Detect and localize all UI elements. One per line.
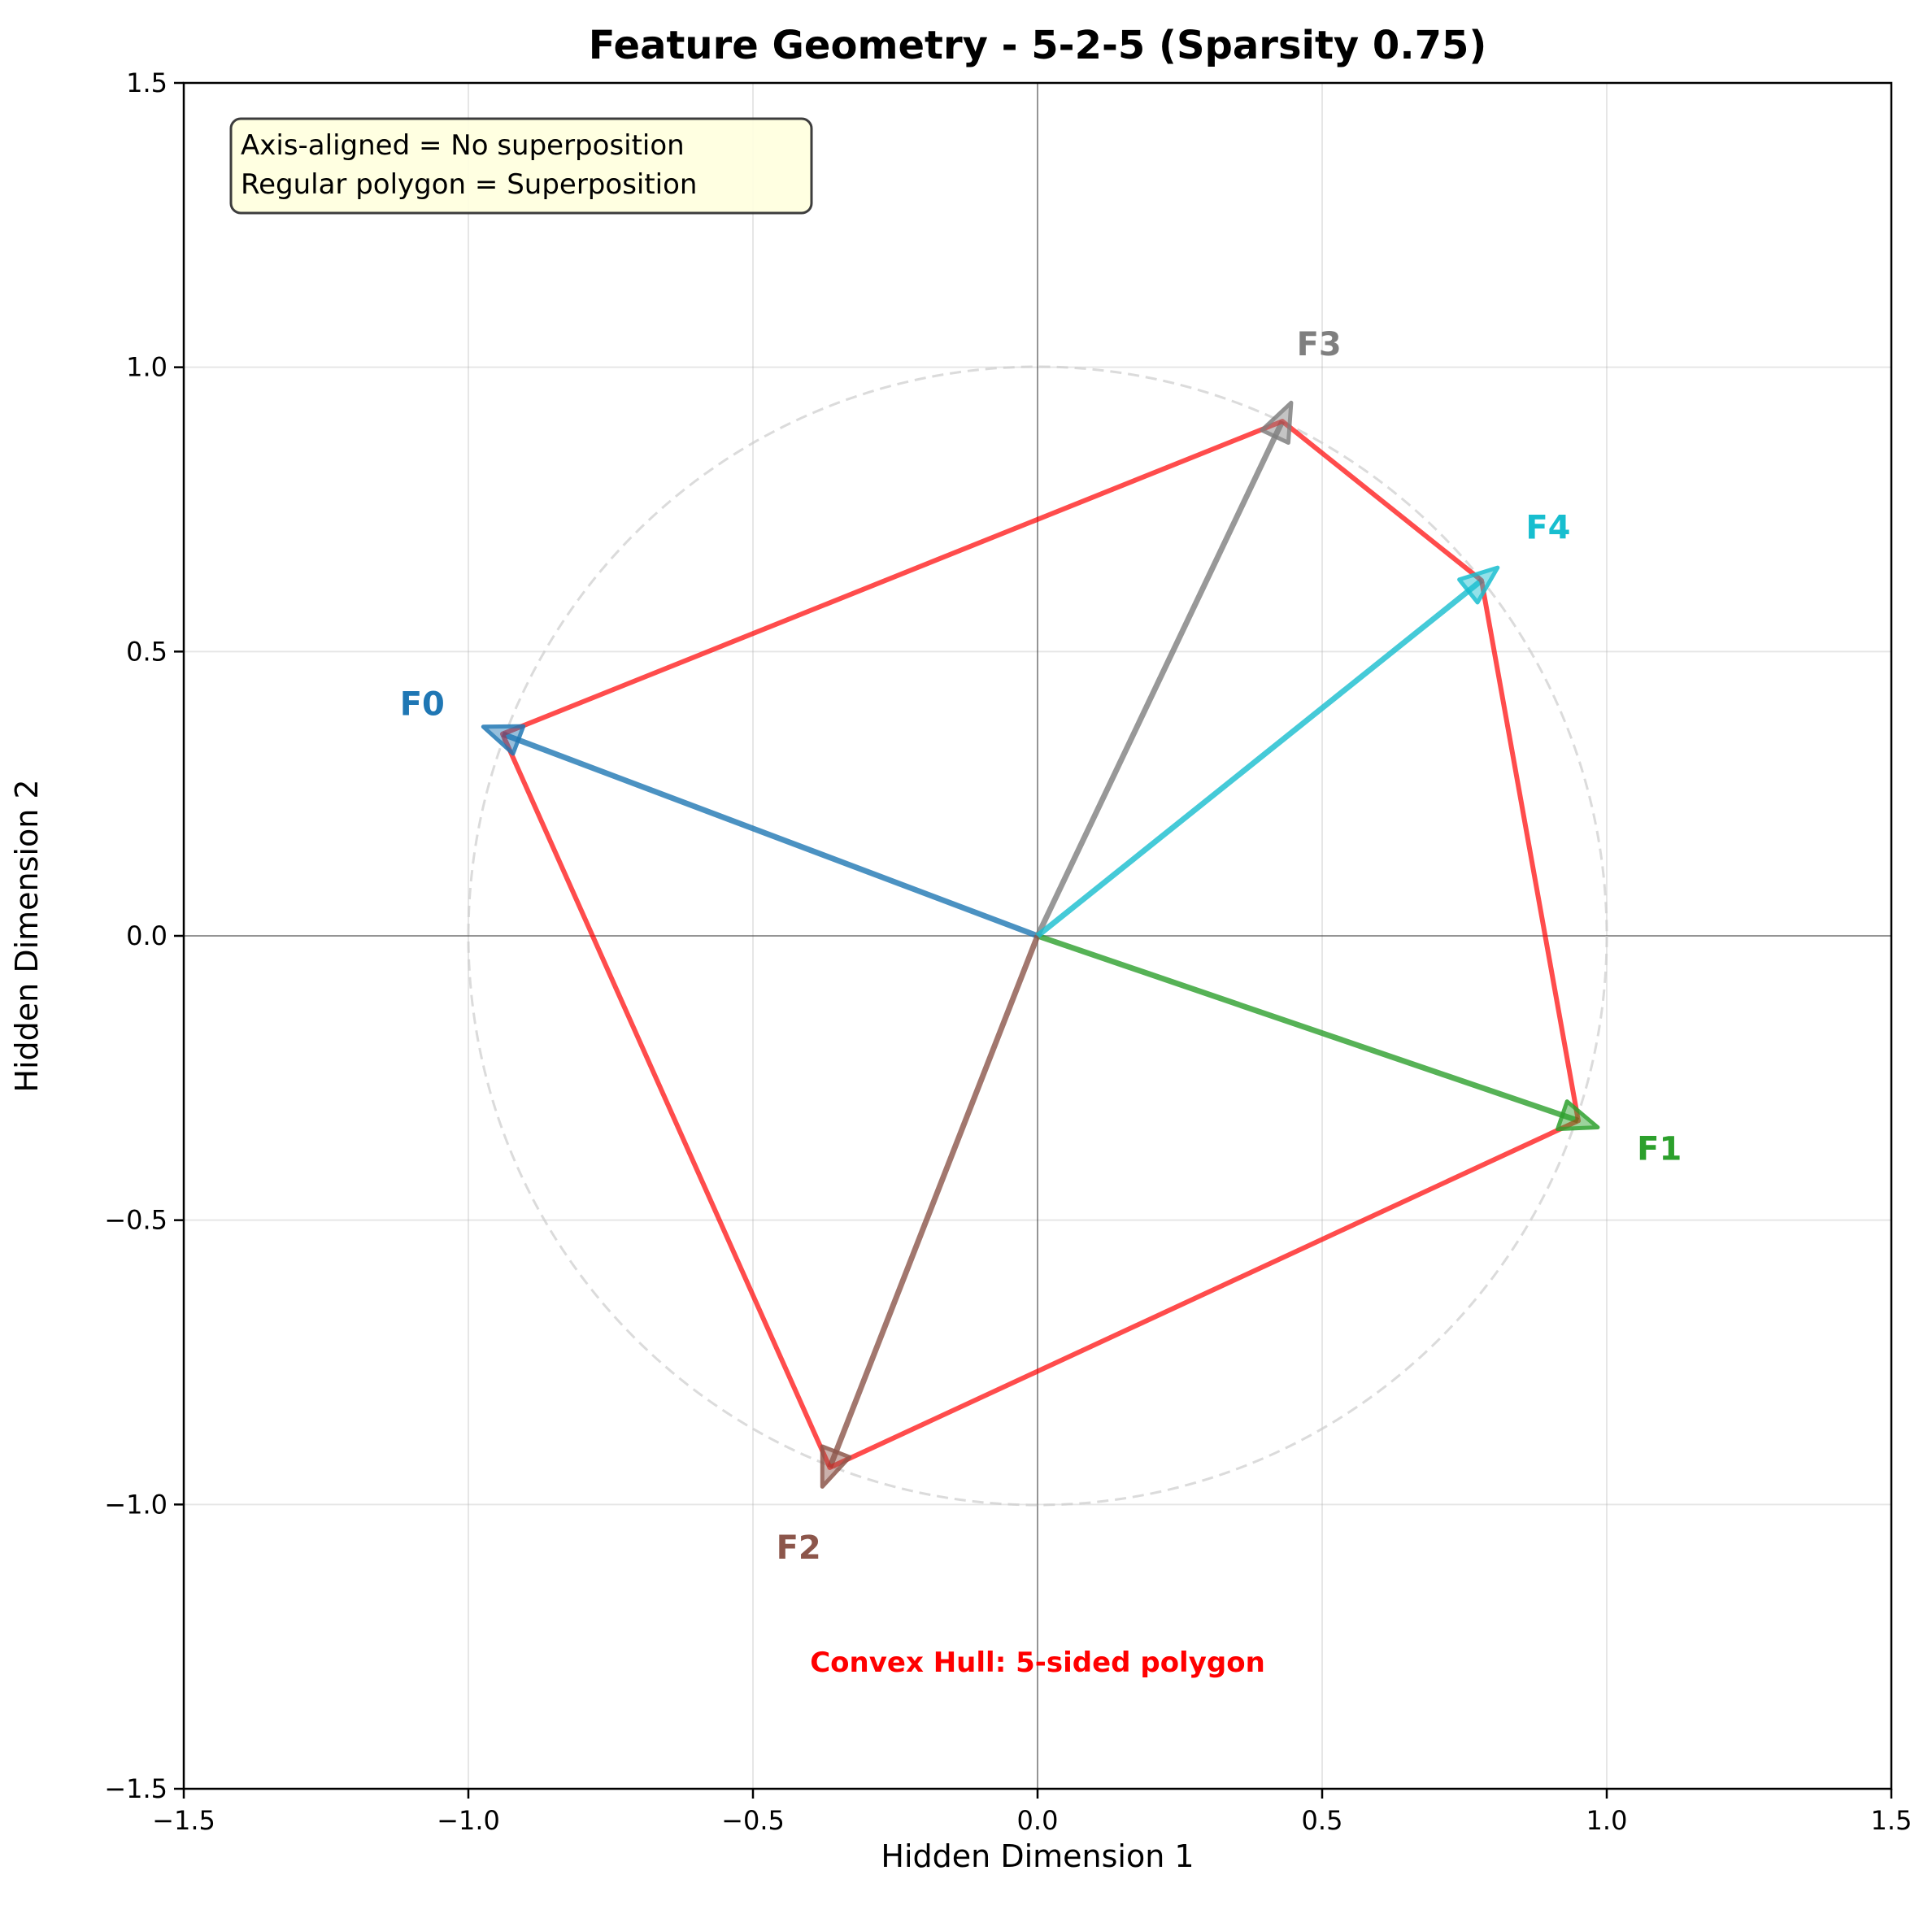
x-axis-label: Hidden Dimension 1 [881, 1838, 1194, 1874]
info-box: Axis-aligned = No superposition Regular … [229, 117, 813, 215]
y-tick-label: 1.5 [126, 67, 168, 98]
feature-label-f2: F2 [777, 1529, 821, 1567]
arrowhead-f2 [820, 1444, 852, 1489]
axis-ticks: −1.5 −1.0 −0.5 0.0 0.5 1.0 1.5 −1.5 −1.0 −0.5 0.0 0… [104, 67, 1912, 1836]
feature-labels: F0 F1 F2 F3 F4 [400, 326, 1682, 1567]
vector-f4 [1035, 578, 1484, 938]
arrowhead-f1 [1556, 1099, 1600, 1132]
vector-f3 [1034, 420, 1286, 937]
arrowhead-f4 [1457, 565, 1500, 605]
x-tick-label: 1.5 [1871, 1805, 1912, 1836]
arrowhead-f3 [1260, 400, 1294, 445]
feature-label-f4: F4 [1525, 509, 1570, 546]
y-tick-label: 1.0 [126, 352, 168, 383]
convex-hull-polygon [500, 419, 1581, 1470]
vector-f1 [1036, 933, 1580, 1124]
y-tick-label: −0.5 [104, 1205, 168, 1236]
x-tick-label: 0.0 [1017, 1805, 1059, 1836]
x-tick-label: −1.0 [437, 1805, 500, 1836]
y-tick-label: −1.5 [104, 1773, 168, 1804]
y-axis-label: Hidden Dimension 2 [9, 779, 45, 1092]
unit-circle [467, 365, 1608, 1507]
feature-label-f0: F0 [400, 685, 445, 723]
feature-arrowheads [481, 400, 1600, 1489]
y-tick-label: 0.5 [126, 636, 168, 667]
info-line-2: Regular polygon = Superposition [241, 168, 697, 201]
vector-f2 [827, 934, 1041, 1469]
x-tick-label: 1.0 [1586, 1805, 1628, 1836]
arrowhead-f0 [481, 724, 526, 756]
x-tick-label: −0.5 [721, 1805, 785, 1836]
x-tick-label: 0.5 [1302, 1805, 1343, 1836]
y-tick-label: 0.0 [126, 920, 168, 951]
info-line-1: Axis-aligned = No superposition [241, 129, 685, 162]
chart-title: Feature Geometry - 5-2-5 (Sparsity 0.75) [589, 23, 1487, 68]
x-tick-label: −1.5 [152, 1805, 215, 1836]
feature-label-f1: F1 [1637, 1130, 1682, 1168]
hull-annotation: Convex Hull: 5-sided polygon [810, 1646, 1265, 1679]
vector-f0 [501, 731, 1039, 939]
feature-label-f3: F3 [1297, 326, 1342, 363]
feature-vectors [501, 420, 1580, 1469]
y-tick-label: −1.0 [104, 1489, 168, 1520]
